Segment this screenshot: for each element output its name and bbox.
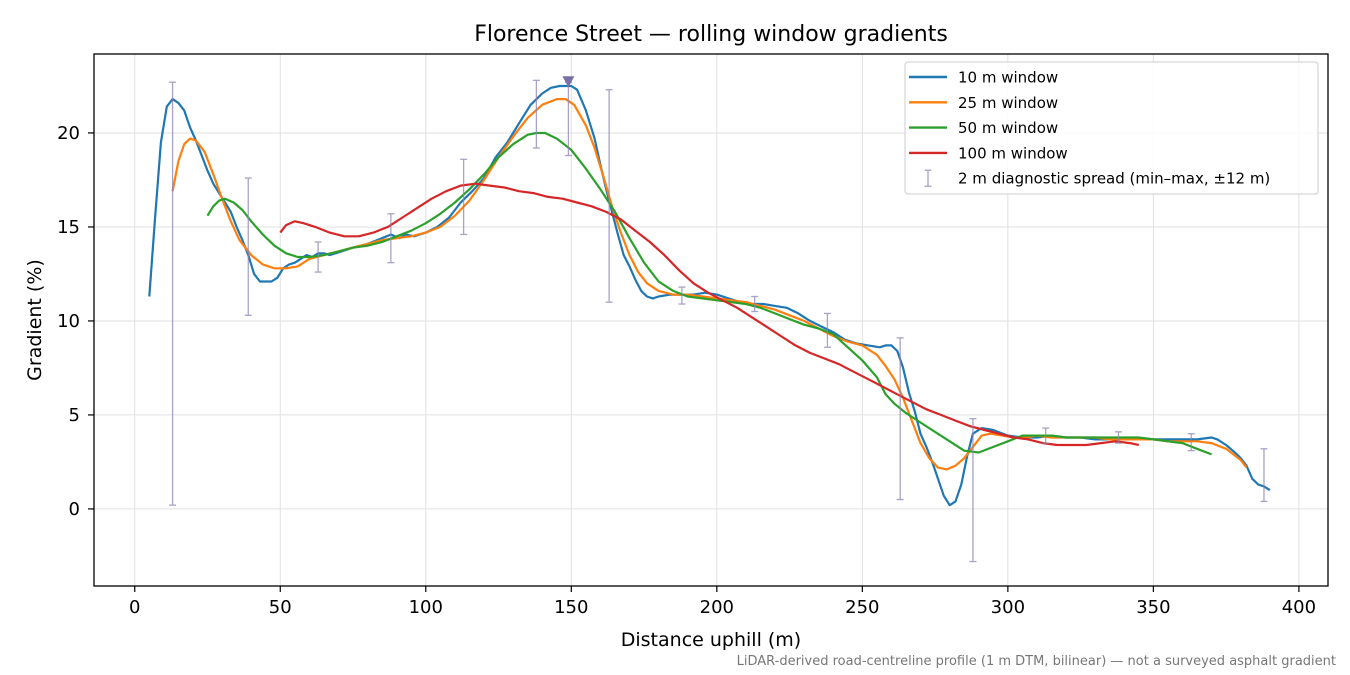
spread-bar <box>314 241 322 273</box>
legend-box <box>904 61 1319 195</box>
spread-bar <box>244 177 252 316</box>
y-tick-label: 20 <box>57 123 80 144</box>
peak-marker <box>562 76 575 88</box>
y-tick-label: 5 <box>69 405 80 426</box>
diagnostic-spread-bars <box>169 76 1268 563</box>
spread-bar <box>969 418 977 563</box>
spread-bar <box>387 213 395 264</box>
axes: 0 50 100 150 200 250 300 350 400 0 5 10 15 20 <box>57 123 1316 618</box>
y-tick-label: 0 <box>69 499 80 520</box>
legend: 10 m window 25 m window 50 m window 100 m w… <box>904 61 1319 195</box>
legend-label-4: 100 m window <box>958 144 1068 162</box>
x-tick-label: 300 <box>991 597 1025 618</box>
legend-label-3: 50 m window <box>958 119 1058 137</box>
series-line-4 <box>279 182 1140 447</box>
legend-swatch-spread <box>924 169 932 187</box>
chart-title: Florence Street — rolling window gradien… <box>474 22 948 47</box>
footnote: LiDAR-derived road-centreline profile (1… <box>737 654 1336 669</box>
x-axis-label: Distance uphill (m) <box>621 629 801 651</box>
spread-bar <box>896 337 904 501</box>
spread-bar <box>460 158 468 236</box>
y-tick-label: 15 <box>57 217 80 238</box>
y-tick-label: 10 <box>57 311 80 332</box>
spread-bar <box>1187 433 1195 452</box>
spread-bar <box>1260 448 1268 503</box>
spread-bar <box>1114 431 1122 444</box>
legend-label-spread: 2 m diagnostic spread (min–max, ±12 m) <box>958 170 1270 188</box>
spread-bar <box>532 79 540 149</box>
spread-bar <box>605 89 613 303</box>
plot-frame <box>93 53 1329 587</box>
legend-label-1: 10 m window <box>958 69 1058 87</box>
series-lines <box>148 84 1271 507</box>
x-tick-label: 350 <box>1136 597 1170 618</box>
series-line-3 <box>206 131 1212 456</box>
x-tick-label: 250 <box>845 597 879 618</box>
spread-bar <box>169 81 177 506</box>
legend-label-2: 25 m window <box>958 94 1058 112</box>
spread-bar <box>823 312 831 348</box>
spread-bar <box>678 286 686 305</box>
y-axis-label: Gradient (%) <box>24 259 46 381</box>
x-tick-label: 400 <box>1282 597 1316 618</box>
x-tick-label: 200 <box>700 597 734 618</box>
x-tick-label: 0 <box>129 597 140 618</box>
spread-bar <box>1042 427 1050 444</box>
x-tick-label: 50 <box>269 597 292 618</box>
spread-bar <box>751 295 759 313</box>
x-tick-label: 150 <box>554 597 588 618</box>
x-tick-label: 100 <box>409 597 443 618</box>
